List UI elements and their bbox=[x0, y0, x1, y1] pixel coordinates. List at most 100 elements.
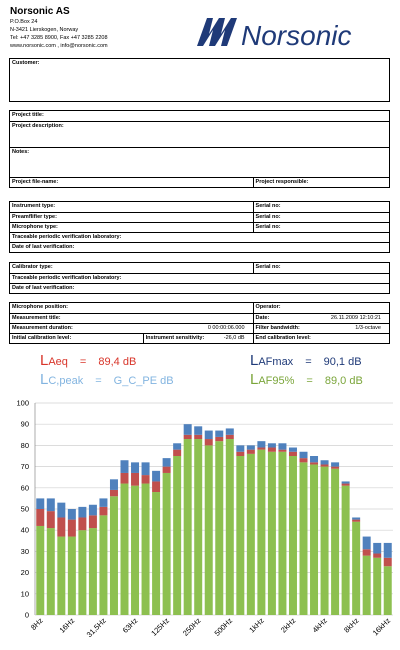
bar-segment bbox=[99, 515, 108, 615]
field-label: Microphone type: bbox=[12, 224, 58, 230]
field-label: Serial no: bbox=[255, 224, 281, 230]
form-row: Traceable periodic verification laborato… bbox=[10, 232, 389, 242]
bar-segment bbox=[373, 542, 382, 554]
bar-segment bbox=[299, 458, 308, 463]
bar-segment bbox=[120, 460, 129, 473]
form-row: Microphone type: Serial no: bbox=[10, 222, 389, 232]
form-cell: End calibration level: bbox=[252, 334, 389, 343]
form-row: Instrument type: Serial no: bbox=[10, 202, 389, 212]
summary-label: LAFmax bbox=[250, 352, 294, 369]
form-cell: Notes: bbox=[10, 148, 389, 177]
summary-item: LC,peak = G_C_PE dB bbox=[40, 371, 186, 388]
bar-segment bbox=[267, 447, 276, 452]
bar-segment bbox=[362, 549, 371, 556]
bar-segment bbox=[88, 504, 97, 516]
bar-segment bbox=[109, 489, 118, 497]
bar-segment bbox=[383, 566, 392, 615]
bar-segment bbox=[341, 483, 350, 486]
bar-segment bbox=[299, 451, 308, 459]
form-cell: Project file-name: bbox=[10, 178, 253, 187]
bar-segment bbox=[194, 434, 203, 440]
y-tick-label: 40 bbox=[21, 526, 29, 535]
y-tick-label: 90 bbox=[21, 420, 29, 429]
form-row: Date of last verification: bbox=[10, 242, 389, 252]
bar-segment bbox=[257, 441, 266, 448]
bar-segment bbox=[141, 483, 150, 615]
field-value: 26.11.2009 12:10:21 bbox=[330, 315, 381, 321]
bar-segment bbox=[36, 525, 45, 615]
bar-segment bbox=[373, 557, 382, 615]
field-label: Serial no: bbox=[255, 203, 281, 209]
bar-segment bbox=[120, 472, 129, 484]
address-line: www.norsonic.com , info@norsonic.com bbox=[10, 43, 108, 49]
field-value: 1/3-octave bbox=[355, 325, 381, 331]
bar-segment bbox=[257, 449, 266, 615]
bar-segment bbox=[67, 509, 76, 520]
bar-segment bbox=[278, 451, 287, 615]
field-label: Date of last verification: bbox=[12, 285, 75, 291]
bar-segment bbox=[320, 460, 329, 465]
field-label: Date of last verification: bbox=[12, 244, 75, 250]
x-tick-label: 4kHz bbox=[311, 616, 330, 635]
form-row: Date of last verification: bbox=[10, 283, 389, 293]
bar-segment bbox=[57, 536, 66, 615]
bar-segment bbox=[288, 456, 297, 615]
x-tick-label: 16kHz bbox=[371, 616, 393, 638]
bar-segment bbox=[67, 519, 76, 537]
form-row: Notes: bbox=[10, 147, 389, 177]
bar-segment bbox=[246, 449, 255, 454]
bar-segment bbox=[109, 496, 118, 615]
field-label: Calibrator type: bbox=[12, 264, 53, 270]
bar-segment bbox=[78, 530, 87, 615]
bar-segment bbox=[57, 502, 66, 518]
summary-label: LAF95% bbox=[250, 371, 295, 388]
bar-segment bbox=[341, 485, 350, 615]
form-cell: Date of last verification: bbox=[10, 284, 389, 293]
form-cell: Filter bandwidth: 1/3-octave bbox=[252, 324, 389, 333]
bar-segment bbox=[362, 555, 371, 615]
bar-segment bbox=[141, 462, 150, 476]
form-section: Microphone position: Operator: Measurement… bbox=[9, 302, 390, 344]
form-cell: Calibrator type: bbox=[10, 263, 253, 273]
field-label: Project file-name: bbox=[12, 179, 59, 185]
bar-segment bbox=[341, 481, 350, 484]
form-cell: Serial no: bbox=[252, 213, 389, 222]
bar-segment bbox=[162, 458, 171, 467]
field-label: Microphone position: bbox=[12, 304, 68, 310]
y-tick-label: 0 bbox=[25, 611, 29, 620]
field-label: Preamflifier type: bbox=[12, 214, 57, 220]
bar-segment bbox=[78, 506, 87, 518]
bar-segment bbox=[299, 462, 308, 615]
company-info: Norsonic AS P.O.Box 24 N-3421 Lierskogen… bbox=[10, 6, 108, 50]
summary-item: LAFmax = 90,1 dB bbox=[250, 352, 374, 369]
bar-segment bbox=[88, 528, 97, 615]
bar-segment bbox=[204, 439, 213, 446]
bar-segment bbox=[183, 439, 192, 615]
bar-segment bbox=[288, 451, 297, 456]
bar-segment bbox=[78, 517, 87, 531]
field-label: Instrument sensitivity: bbox=[145, 335, 205, 341]
bar-segment bbox=[246, 445, 255, 450]
address-line: P.O.Box 24 bbox=[10, 19, 38, 25]
address-line: Tel: +47 3285 8900, Fax +47 3285 2208 bbox=[10, 35, 108, 41]
field-label: Initial calibration level: bbox=[12, 335, 72, 341]
x-tick-label: 250Hz bbox=[181, 616, 203, 638]
bar-segment bbox=[320, 466, 329, 615]
y-tick-label: 80 bbox=[21, 441, 29, 450]
form-row: Microphone position: Operator: bbox=[10, 303, 389, 313]
bar-segment bbox=[225, 428, 234, 435]
bar-segment bbox=[46, 511, 55, 529]
bar-segment bbox=[278, 443, 287, 450]
chart: 0 10 20 30 40 50 60 70 80 90 100 8Hz 16Hz 31,5Hz 63Hz 1… bbox=[16, 399, 393, 639]
bar-segment bbox=[246, 453, 255, 615]
field-label: Serial no: bbox=[255, 214, 281, 220]
form-cell: Preamflifier type: bbox=[10, 213, 253, 222]
form-row: Project title: bbox=[10, 111, 389, 121]
form-row: Measurement duration: 0 00:00:06.000 Filte… bbox=[10, 323, 389, 333]
bar-segment bbox=[183, 424, 192, 435]
bar-segment bbox=[204, 445, 213, 615]
bar-segment bbox=[57, 517, 66, 537]
bar-segment bbox=[88, 515, 97, 529]
logo-text: Norsonic bbox=[241, 20, 351, 51]
bar-segment bbox=[183, 434, 192, 440]
